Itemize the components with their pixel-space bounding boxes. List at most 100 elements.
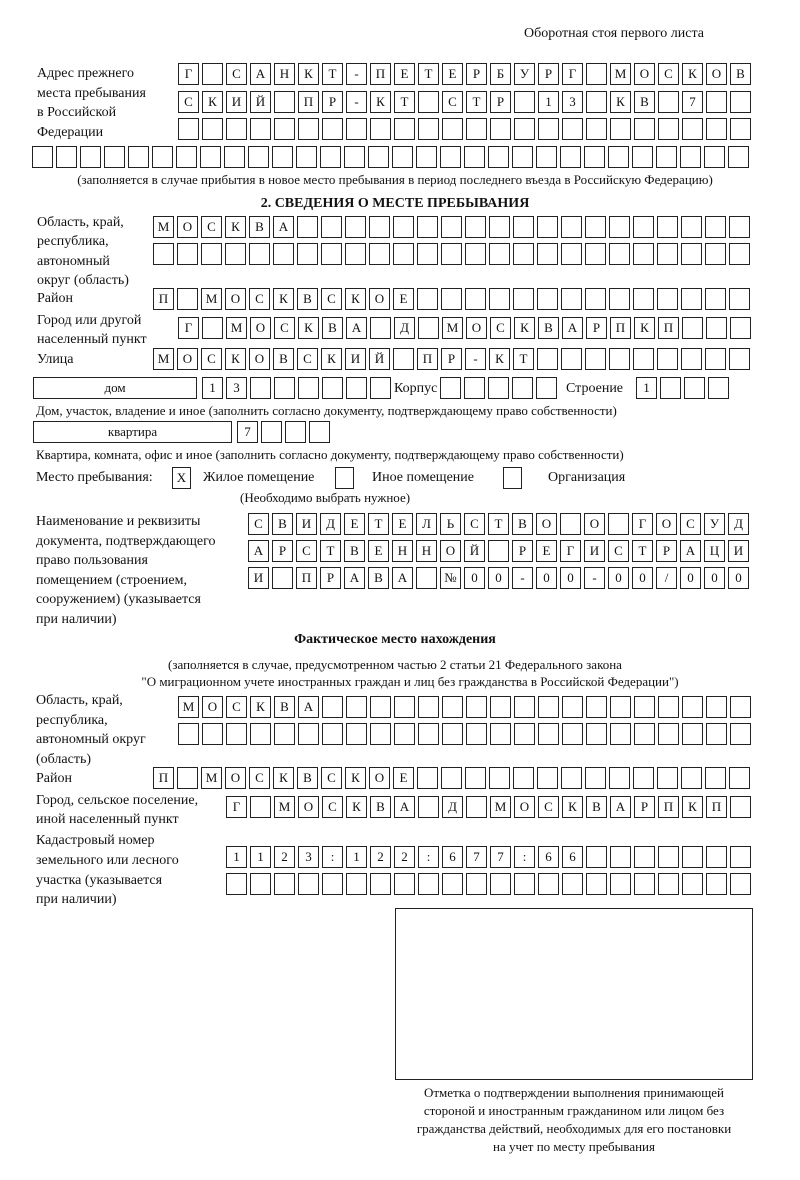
char-cell[interactable]: : [322,846,343,868]
char-cell[interactable]: М [610,63,631,85]
char-cell[interactable] [609,216,630,238]
char-cell[interactable] [610,723,631,745]
char-cell[interactable]: - [584,567,605,589]
char-cell[interactable]: Р [634,796,655,818]
char-cell[interactable] [705,243,726,265]
char-cell[interactable]: Р [586,317,607,339]
char-cell[interactable]: Е [368,540,389,562]
char-cell[interactable]: С [658,63,679,85]
char-cell[interactable] [298,118,319,140]
char-cell[interactable] [320,146,341,168]
char-cell[interactable]: 0 [704,567,725,589]
char-cell[interactable]: Т [513,348,534,370]
char-cell[interactable] [705,288,726,310]
char-cell[interactable] [682,317,703,339]
char-cell[interactable]: К [562,796,583,818]
char-cell[interactable] [418,696,439,718]
char-cell[interactable]: Т [394,91,415,113]
char-cell[interactable] [537,288,558,310]
char-cell[interactable] [538,723,559,745]
char-cell[interactable] [706,696,727,718]
char-cell[interactable]: 2 [370,846,391,868]
char-cell[interactable] [514,723,535,745]
char-cell[interactable] [658,91,679,113]
char-cell[interactable]: 1 [250,846,271,868]
char-cell[interactable] [730,91,751,113]
char-cell[interactable] [562,696,583,718]
char-cell[interactable] [562,723,583,745]
char-cell[interactable] [610,873,631,895]
char-cell[interactable] [441,767,462,789]
char-cell[interactable] [705,767,726,789]
char-cell[interactable]: О [225,767,246,789]
char-cell[interactable] [704,146,725,168]
char-cell[interactable] [394,873,415,895]
char-cell[interactable] [297,243,318,265]
char-cell[interactable]: - [465,348,486,370]
char-cell[interactable] [682,846,703,868]
char-cell[interactable] [513,243,534,265]
char-cell[interactable] [562,118,583,140]
char-cell[interactable]: К [514,317,535,339]
stay-checkbox-residential[interactable]: X [172,467,191,489]
char-cell[interactable]: К [610,91,631,113]
apartment-type-field[interactable]: квартира [33,421,232,443]
char-cell[interactable] [394,723,415,745]
char-cell[interactable]: К [345,767,366,789]
char-cell[interactable]: Д [320,513,341,535]
char-cell[interactable] [417,288,438,310]
char-cell[interactable]: В [538,317,559,339]
char-cell[interactable]: С [321,288,342,310]
char-cell[interactable] [537,243,558,265]
char-cell[interactable] [634,846,655,868]
char-cell[interactable]: К [345,288,366,310]
char-cell[interactable]: К [321,348,342,370]
char-cell[interactable] [346,873,367,895]
char-cell[interactable] [274,377,295,399]
char-cell[interactable]: О [440,540,461,562]
char-cell[interactable]: Ц [704,540,725,562]
char-cell[interactable] [561,767,582,789]
char-cell[interactable]: С [226,696,247,718]
char-cell[interactable]: С [249,767,270,789]
char-cell[interactable]: 2 [394,846,415,868]
char-cell[interactable] [609,288,630,310]
char-cell[interactable] [178,723,199,745]
char-cell[interactable] [609,348,630,370]
char-cell[interactable]: К [682,796,703,818]
char-cell[interactable] [177,243,198,265]
char-cell[interactable] [660,377,681,399]
char-cell[interactable] [490,723,511,745]
char-cell[interactable] [561,348,582,370]
char-cell[interactable] [465,216,486,238]
char-cell[interactable]: Р [441,348,462,370]
char-cell[interactable]: И [248,567,269,589]
char-cell[interactable] [202,723,223,745]
char-cell[interactable]: К [682,63,703,85]
char-cell[interactable] [488,146,509,168]
char-cell[interactable]: 1 [636,377,657,399]
char-cell[interactable] [322,377,343,399]
char-cell[interactable] [585,243,606,265]
char-cell[interactable]: Д [394,317,415,339]
char-cell[interactable] [536,146,557,168]
char-cell[interactable] [369,216,390,238]
char-cell[interactable]: 0 [728,567,749,589]
char-cell[interactable] [561,243,582,265]
char-cell[interactable] [658,696,679,718]
char-cell[interactable] [298,377,319,399]
char-cell[interactable]: Е [393,767,414,789]
char-cell[interactable] [393,243,414,265]
char-cell[interactable]: А [298,696,319,718]
char-cell[interactable]: П [153,767,174,789]
char-cell[interactable] [609,767,630,789]
char-cell[interactable]: 3 [562,91,583,113]
char-cell[interactable] [514,118,535,140]
char-cell[interactable] [394,696,415,718]
char-cell[interactable]: 1 [346,846,367,868]
char-cell[interactable]: Т [488,513,509,535]
char-cell[interactable] [226,873,247,895]
char-cell[interactable]: Г [178,317,199,339]
char-cell[interactable]: А [344,567,365,589]
char-cell[interactable] [466,723,487,745]
